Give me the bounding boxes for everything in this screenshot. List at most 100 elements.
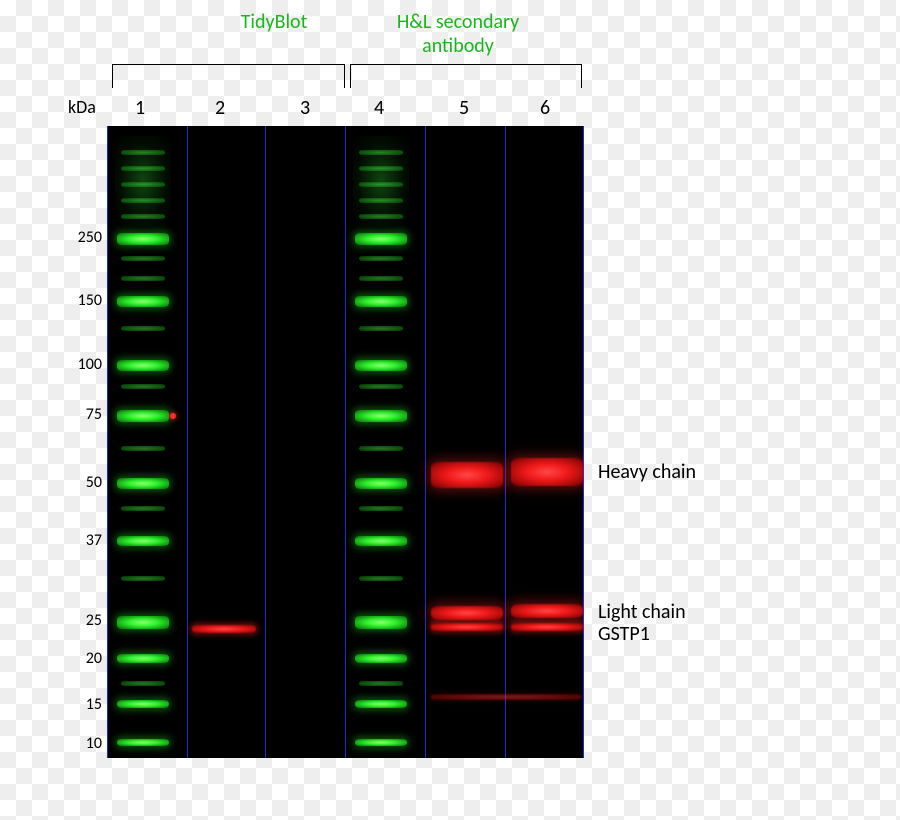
lane-number: 6 — [540, 96, 550, 120]
ladder-band — [355, 233, 407, 245]
ladder-band — [355, 478, 407, 489]
ladder-band — [355, 700, 407, 708]
lane-guide — [583, 126, 584, 758]
ladder-minor-band — [359, 214, 403, 219]
ladder-minor-band — [359, 166, 403, 171]
lane-number-text: 5 — [459, 96, 469, 120]
mw-label: 25 — [62, 611, 102, 630]
annotation-gstp1: GSTP1 — [598, 622, 650, 646]
ladder-minor-band — [121, 681, 165, 686]
ladder-band — [117, 478, 169, 489]
group-label-tidyblot: TidyBlot — [194, 10, 354, 34]
ladder-minor-band — [359, 506, 403, 511]
ladder-band — [355, 410, 407, 422]
mw-label: 10 — [62, 734, 102, 753]
mw-label: 100 — [62, 355, 102, 374]
ladder-minor-band — [121, 198, 165, 203]
ladder-minor-band — [121, 384, 165, 389]
ladder-band — [117, 739, 169, 746]
unit-kda: kDa — [68, 96, 96, 118]
ladder-minor-band — [121, 256, 165, 261]
ladder-band — [117, 410, 169, 422]
ladder-minor-band — [359, 384, 403, 389]
mw-label: 150 — [62, 291, 102, 310]
ladder-minor-band — [359, 576, 403, 581]
ladder-band — [117, 360, 169, 371]
mw-label: 250 — [62, 228, 102, 247]
ladder-band — [355, 654, 407, 663]
ladder-minor-band — [359, 326, 403, 331]
mw-label: 20 — [62, 649, 102, 668]
lane-number: 3 — [300, 96, 310, 120]
sample-band — [431, 462, 503, 488]
ladder-minor-band — [359, 256, 403, 261]
ladder-band — [117, 233, 169, 245]
annotation-text: Heavy chain — [598, 460, 696, 484]
ladder-band — [117, 296, 169, 307]
lane-number: 5 — [459, 96, 469, 120]
annotation-heavy-chain: Heavy chain — [598, 460, 696, 484]
mw-label: 37 — [62, 531, 102, 550]
lane-guide — [345, 126, 346, 758]
ladder-band — [355, 360, 407, 371]
lane-number: 4 — [374, 96, 384, 120]
annotation-text: GSTP1 — [598, 622, 650, 646]
ladder-minor-band — [121, 326, 165, 331]
lane-number-text: 3 — [300, 96, 310, 120]
bracket-hl-secondary — [350, 64, 582, 88]
ladder-minor-band — [121, 576, 165, 581]
ladder-minor-band — [359, 182, 403, 187]
sample-band — [431, 623, 503, 631]
sample-band — [192, 625, 256, 633]
lane-number: 2 — [215, 96, 225, 120]
ladder-minor-band — [359, 198, 403, 203]
ladder-minor-band — [121, 506, 165, 511]
ladder-band — [355, 616, 407, 629]
lane-number-text: 6 — [540, 96, 550, 120]
mw-label: 75 — [62, 405, 102, 424]
western-blot-image — [107, 126, 584, 758]
ladder-band — [355, 536, 407, 546]
mw-label: 15 — [62, 695, 102, 714]
group-label-hl-secondary: H&L secondary antibody — [368, 10, 548, 58]
ladder-minor-band — [359, 681, 403, 686]
group-label-text: TidyBlot — [241, 10, 308, 34]
ladder-minor-band — [121, 166, 165, 171]
ladder-minor-band — [359, 446, 403, 451]
sample-band — [511, 458, 583, 486]
ladder-band — [117, 536, 169, 546]
lane-guide — [425, 126, 426, 758]
sample-band — [511, 623, 583, 631]
ladder-minor-band — [121, 182, 165, 187]
annotation-text: Light chain — [598, 600, 686, 624]
mw-label: 50 — [62, 473, 102, 492]
ladder-minor-band — [359, 150, 403, 155]
lane-guide — [265, 126, 266, 758]
ladder-minor-band — [359, 276, 403, 281]
ladder-minor-band — [121, 214, 165, 219]
figure-root: TidyBlot H&L secondary antibody kDa 1 2 … — [0, 0, 900, 820]
sample-band — [431, 606, 503, 620]
ladder-minor-band — [121, 150, 165, 155]
ladder-band — [355, 739, 407, 746]
red-spot — [170, 413, 176, 419]
annotation-light-chain: Light chain — [598, 600, 686, 624]
bracket-tidyblot — [112, 64, 345, 88]
ladder-band — [117, 654, 169, 663]
lane-number-text: 1 — [135, 96, 145, 120]
lane-number-text: 2 — [215, 96, 225, 120]
lane-guide — [187, 126, 188, 758]
ladder-minor-band — [121, 446, 165, 451]
unit-kda-text: kDa — [68, 96, 96, 118]
ladder-band — [117, 616, 169, 629]
ladder-minor-band — [121, 276, 165, 281]
sample-band — [431, 694, 581, 700]
sample-band — [511, 604, 583, 618]
ladder-band — [117, 700, 169, 708]
lane-guide — [505, 126, 506, 758]
ladder-band — [355, 296, 407, 307]
lane-guide — [107, 126, 108, 758]
lane-number: 1 — [135, 96, 145, 120]
group-label-text: H&L secondary antibody — [397, 10, 519, 58]
lane-number-text: 4 — [374, 96, 384, 120]
